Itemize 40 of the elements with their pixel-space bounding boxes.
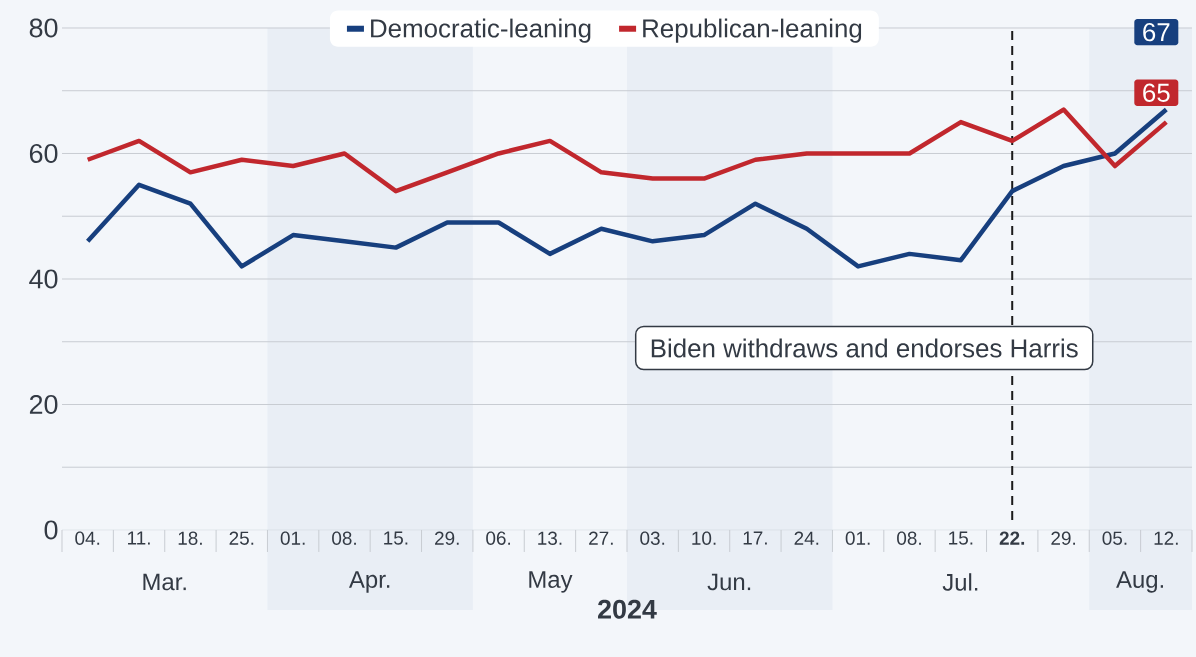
x-tick-label: 15.	[949, 531, 973, 545]
x-tick-label: 24.	[794, 531, 819, 545]
y-tick-label: 20	[29, 394, 58, 415]
band-label: Jun.	[707, 573, 751, 591]
y-tick-label: 60	[29, 143, 58, 164]
x-tick-label: 10.	[692, 531, 716, 545]
x-tick-label: 08.	[332, 531, 356, 545]
x-tick-label: 12.	[1154, 531, 1178, 545]
data-label: 67	[1143, 23, 1170, 42]
x-tick-label: 29.	[435, 531, 459, 545]
data-label: 65	[1143, 83, 1170, 102]
x-tick-label: 29.	[1051, 531, 1075, 545]
x-tick-label: 15.	[384, 531, 408, 545]
legend-label: Democratic-leaning	[371, 18, 591, 43]
x-tick-label: 27.	[589, 531, 613, 545]
y-tick-label: 40	[29, 269, 58, 289]
x-tick-label: 13.	[538, 531, 562, 545]
text: Mar.	[143, 573, 186, 591]
x-tick-label: 22.	[999, 531, 1025, 545]
band-label: Aug.	[1116, 571, 1164, 593]
x-tick-label: 05.	[1102, 531, 1127, 545]
x-tick-label: 01.	[845, 531, 870, 545]
x-tick-label: 04.	[75, 531, 100, 545]
y-tick-label: 80	[29, 18, 58, 38]
text: Jul.	[942, 573, 978, 591]
ref-line-label: Biden withdraws and endorses Harris	[651, 338, 1078, 358]
text: May	[529, 571, 573, 593]
x-tick-label: 08.	[897, 531, 921, 545]
x-tick-label: 03.	[640, 531, 665, 545]
x-tick-label: 25.	[229, 531, 254, 545]
x-axis-title: 2024	[598, 599, 657, 619]
line-series	[85, 107, 1169, 269]
y-tick-label: 0	[44, 520, 58, 540]
legend-label: Republican-leaning	[643, 18, 862, 43]
x-tick-label: 06.	[486, 531, 511, 545]
x-tick-label: 11.	[128, 531, 150, 545]
x-tick-label: 18.	[178, 531, 202, 545]
x-tick-label: 01.	[280, 531, 305, 545]
x-tick-label: 17.	[743, 531, 767, 545]
band-label: Apr.	[348, 571, 390, 593]
